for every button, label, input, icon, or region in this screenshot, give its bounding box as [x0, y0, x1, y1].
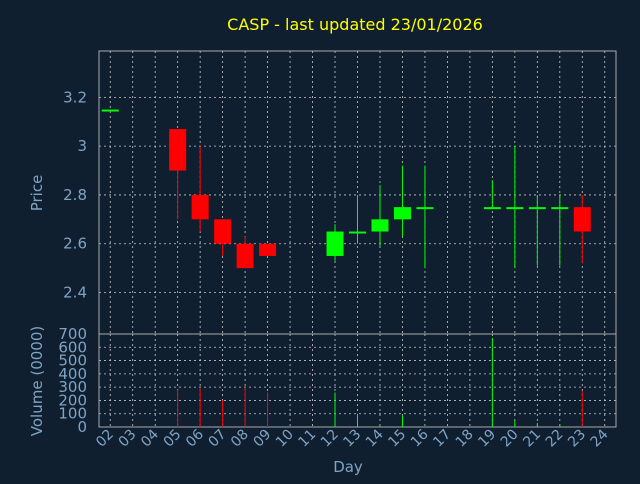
- x-tick-label: 24: [588, 426, 612, 450]
- price-axis-ticks: 2.4 2.6 2.8 3 3.2: [63, 88, 87, 301]
- volume-tick-label: 500: [58, 352, 87, 370]
- price-tick-label: 3: [77, 137, 87, 155]
- volume-tick-label: 700: [58, 325, 87, 343]
- candle-body: [528, 207, 546, 210]
- x-tick-label: 17: [430, 427, 454, 451]
- price-tick-label: 2.6: [63, 235, 87, 253]
- x-tick-label: 20: [498, 427, 522, 451]
- candle-body: [326, 231, 344, 256]
- candle-body: [551, 207, 569, 210]
- candle-body: [506, 207, 524, 210]
- candle-body: [214, 219, 232, 244]
- candle-body: [573, 207, 591, 232]
- chart-title: CASP - last updated 23/01/2026: [227, 15, 483, 34]
- volume-tick-label: 600: [58, 338, 87, 356]
- x-tick-label: 12: [318, 427, 342, 451]
- x-tick-label: 14: [363, 426, 387, 450]
- x-tick-label: 05: [161, 427, 185, 451]
- price-grid: [99, 51, 616, 334]
- volume-tick-label: 0: [77, 418, 87, 436]
- volume-bars: [177, 337, 583, 427]
- candles: [101, 109, 591, 269]
- volume-axis-label: Volume (0000): [28, 326, 46, 436]
- x-tick-label: 16: [408, 426, 432, 450]
- candle-body: [191, 194, 209, 220]
- x-tick-label: 21: [520, 427, 544, 451]
- candle-body: [393, 207, 411, 220]
- x-tick-label: 07: [206, 427, 230, 451]
- price-tick-label: 2.8: [63, 186, 87, 204]
- candle-body: [169, 129, 187, 171]
- x-tick-label: 11: [295, 427, 319, 451]
- x-axis-ticks: 0203040506070809101112131415161718192021…: [93, 426, 611, 450]
- x-tick-label: 08: [228, 427, 252, 451]
- y-axis-label: Price: [28, 175, 46, 212]
- x-tick-label: 10: [273, 427, 297, 451]
- x-tick-label: 22: [543, 427, 567, 451]
- candle-body: [101, 109, 119, 112]
- x-tick-label: 09: [250, 427, 274, 451]
- x-tick-label: 23: [565, 427, 589, 451]
- candle-body: [371, 219, 389, 232]
- x-tick-label: 06: [183, 426, 207, 450]
- x-tick-label: 13: [340, 427, 364, 451]
- volume-tick-label: 300: [58, 378, 87, 396]
- volume-grid: [99, 334, 616, 427]
- price-tick-label: 3.2: [63, 88, 87, 106]
- candle-body: [236, 243, 254, 269]
- price-tick-label: 2.4: [63, 284, 87, 302]
- candle-body: [416, 207, 434, 210]
- candle-body: [349, 231, 366, 234]
- volume-tick-label: 100: [58, 405, 87, 423]
- candle-body: [483, 207, 501, 210]
- volume-tick-label: 400: [58, 365, 87, 383]
- x-tick-label: 03: [116, 427, 140, 451]
- x-tick-label: 19: [475, 427, 499, 451]
- volume-tick-label: 200: [58, 391, 87, 409]
- x-axis-label: Day: [333, 458, 363, 476]
- x-tick-label: 02: [93, 427, 117, 451]
- x-tick-label: 04: [138, 426, 162, 450]
- x-tick-label: 15: [385, 427, 409, 451]
- candle-body: [259, 243, 277, 256]
- x-tick-label: 18: [453, 427, 477, 451]
